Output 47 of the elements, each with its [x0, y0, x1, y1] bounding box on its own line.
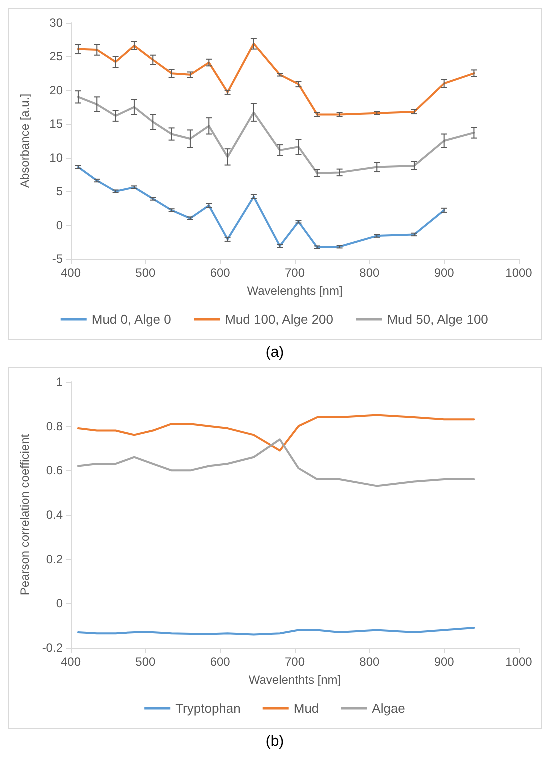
y-tick-label: 0.8: [46, 419, 64, 434]
legend-label: Mud 50, Alge 100: [387, 312, 488, 327]
x-tick-label: 900: [434, 655, 455, 669]
y-tick-label: 10: [50, 150, 64, 165]
legend-label: Mud 0, Alge 0: [92, 312, 172, 327]
line-series: [77, 414, 476, 452]
x-tick-label: 500: [136, 655, 156, 669]
y-tick-label: -5: [52, 252, 64, 266]
x-tick-label: 800: [360, 655, 380, 669]
x-tick-label: 600: [210, 655, 231, 669]
line-series: [77, 166, 446, 249]
x-tick-label: 1000: [506, 655, 533, 669]
x-tick-label: 400: [60, 655, 82, 669]
y-tick-label: -0.2: [42, 641, 64, 655]
text: (a): [264, 344, 286, 361]
x-tick-label: 900: [434, 266, 455, 280]
x-tick-label: 1000: [506, 266, 533, 280]
text: (b): [264, 733, 286, 750]
legend-label: Tryptophan: [176, 701, 241, 716]
line-series: [77, 42, 476, 116]
x-tick-label: 700: [284, 266, 306, 280]
x-axis-title: Wavelenghts [nm]: [247, 284, 343, 298]
y-tick-label: 5: [56, 184, 64, 199]
legend-label: Algae: [372, 701, 406, 716]
line-series: [77, 627, 476, 636]
y-tick-label: 0: [56, 596, 64, 611]
y-tick-label: 1: [56, 375, 64, 389]
y-tick-label: 0.4: [46, 508, 64, 522]
y-tick-label: 30: [50, 16, 64, 30]
x-tick-label: 700: [284, 655, 306, 669]
x-tick-label: 600: [210, 266, 231, 280]
x-axis-title: Wavelenthts [nm]: [248, 673, 342, 687]
legend-label: Mud: [294, 701, 320, 716]
y-tick-label: 0.2: [46, 552, 64, 566]
line-series: [77, 438, 476, 488]
y-tick-label: 25: [50, 50, 64, 64]
y-tick-label: 20: [50, 83, 64, 98]
y-axis-title: Absorbance [a.u.]: [18, 94, 32, 188]
y-tick-label: 0: [56, 218, 64, 232]
line-series: [77, 96, 476, 174]
x-tick-label: 400: [60, 266, 82, 280]
y-tick-label: 0.6: [46, 464, 64, 478]
x-tick-label: 800: [360, 266, 380, 280]
y-tick-label: 15: [50, 117, 64, 132]
x-tick-label: 500: [136, 266, 156, 280]
y-axis-title: Pearson correlation coefficient: [18, 434, 32, 596]
legend-label: Mud 100, Alge 200: [225, 312, 334, 327]
